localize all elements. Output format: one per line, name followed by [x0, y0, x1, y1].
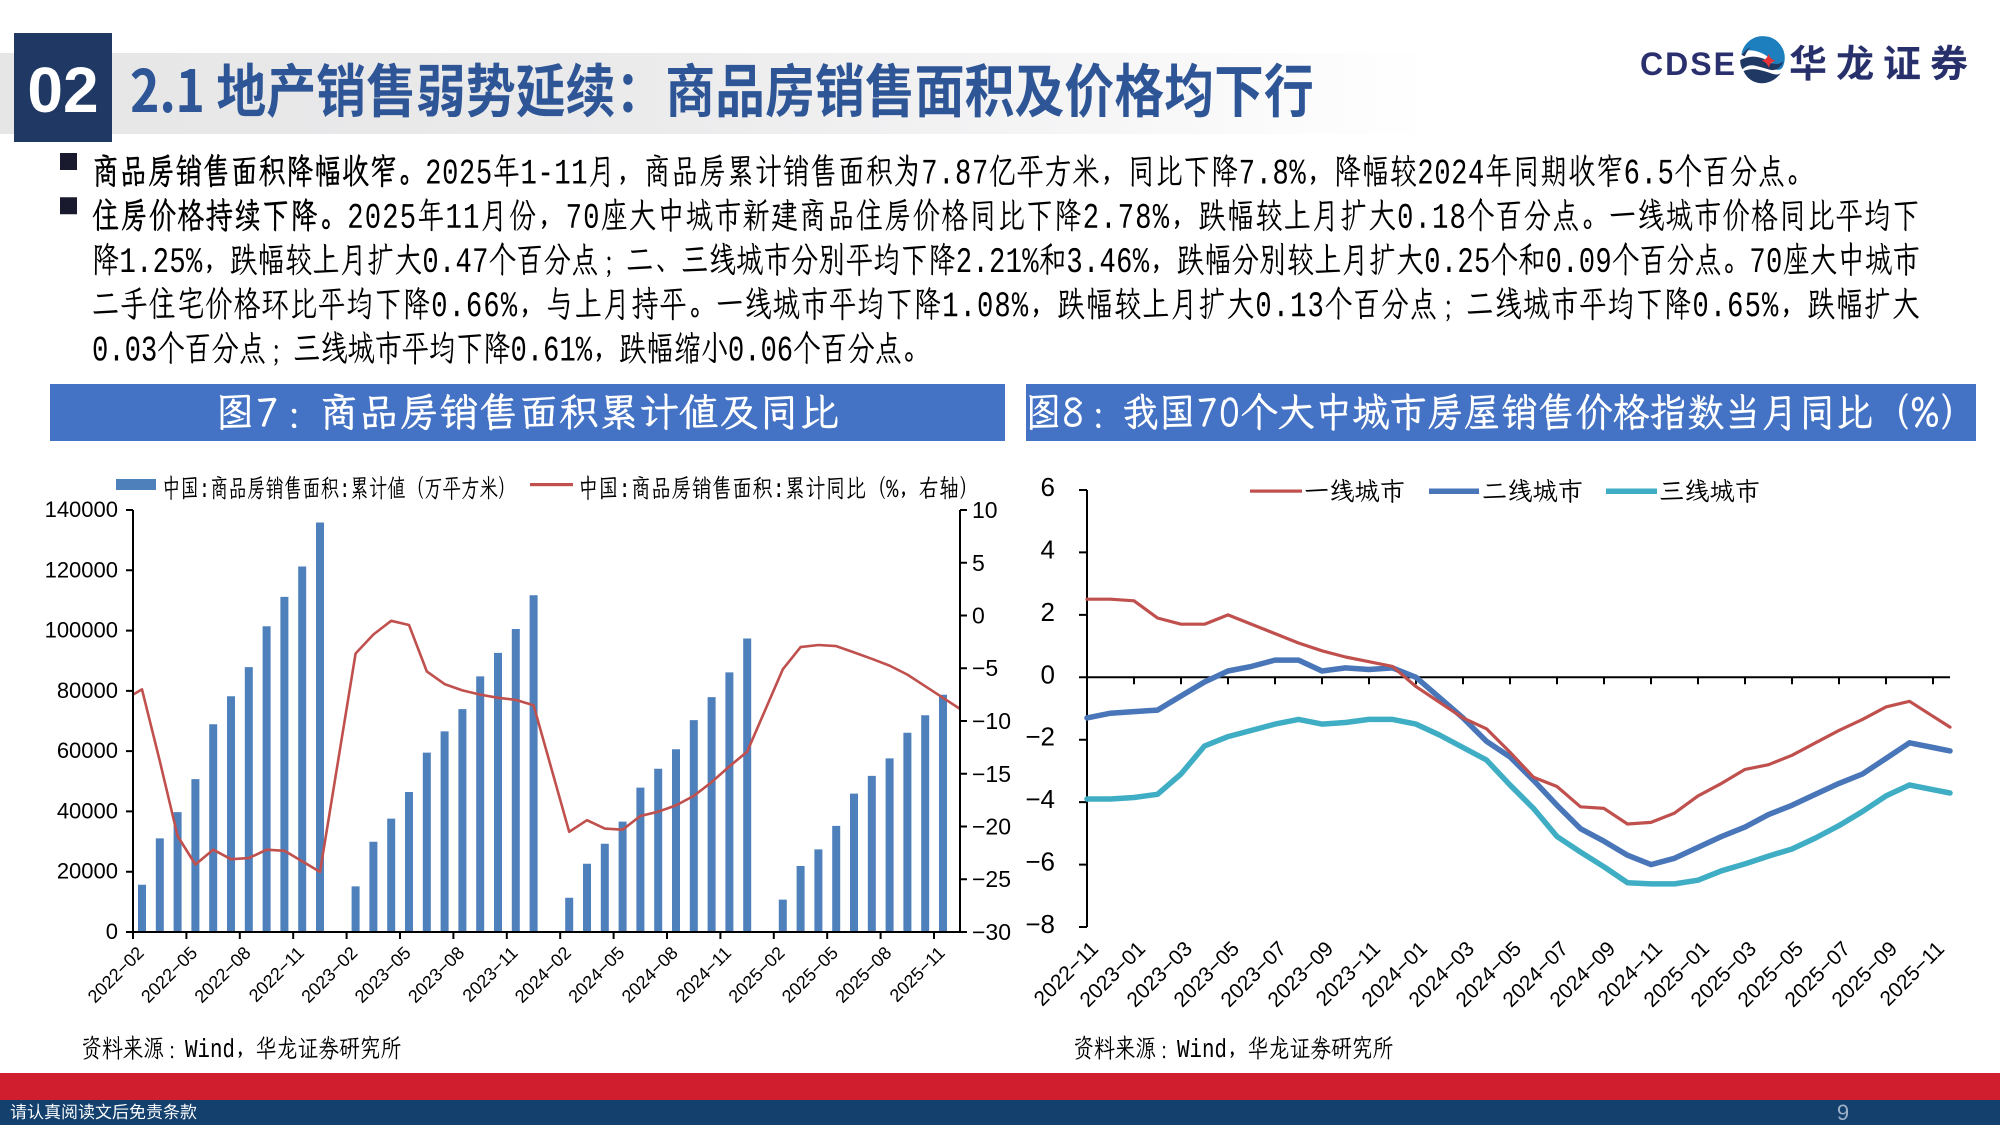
svg-text:−15: −15	[972, 761, 1011, 787]
svg-text:−10: −10	[972, 708, 1011, 734]
svg-text:−8: −8	[1025, 909, 1055, 939]
svg-text:120000: 120000	[45, 557, 118, 582]
svg-text:6: 6	[1041, 472, 1055, 502]
svg-text:60000: 60000	[57, 738, 118, 763]
svg-text:80000: 80000	[57, 678, 118, 703]
svg-text:40000: 40000	[57, 798, 118, 823]
svg-text:0: 0	[972, 603, 985, 629]
svg-text:−30: −30	[972, 919, 1011, 945]
svg-text:−5: −5	[972, 655, 998, 681]
svg-text:0: 0	[1041, 659, 1055, 689]
svg-text:4: 4	[1041, 534, 1055, 564]
svg-text:02: 02	[27, 54, 98, 126]
svg-text:10: 10	[972, 497, 998, 523]
svg-text:20000: 20000	[57, 859, 118, 884]
svg-text:2: 2	[1041, 597, 1055, 627]
svg-text:140000: 140000	[45, 497, 118, 522]
svg-text:−6: −6	[1025, 847, 1055, 877]
svg-text:CDSE: CDSE	[1640, 46, 1737, 82]
svg-text:0: 0	[106, 919, 118, 944]
svg-text:−25: −25	[972, 866, 1011, 892]
svg-text:5: 5	[972, 550, 985, 576]
svg-text:9: 9	[1837, 1100, 1849, 1125]
svg-text:−2: −2	[1025, 722, 1055, 752]
svg-text:−20: −20	[972, 814, 1011, 840]
svg-text:100000: 100000	[45, 618, 118, 643]
svg-text:−4: −4	[1025, 784, 1055, 814]
